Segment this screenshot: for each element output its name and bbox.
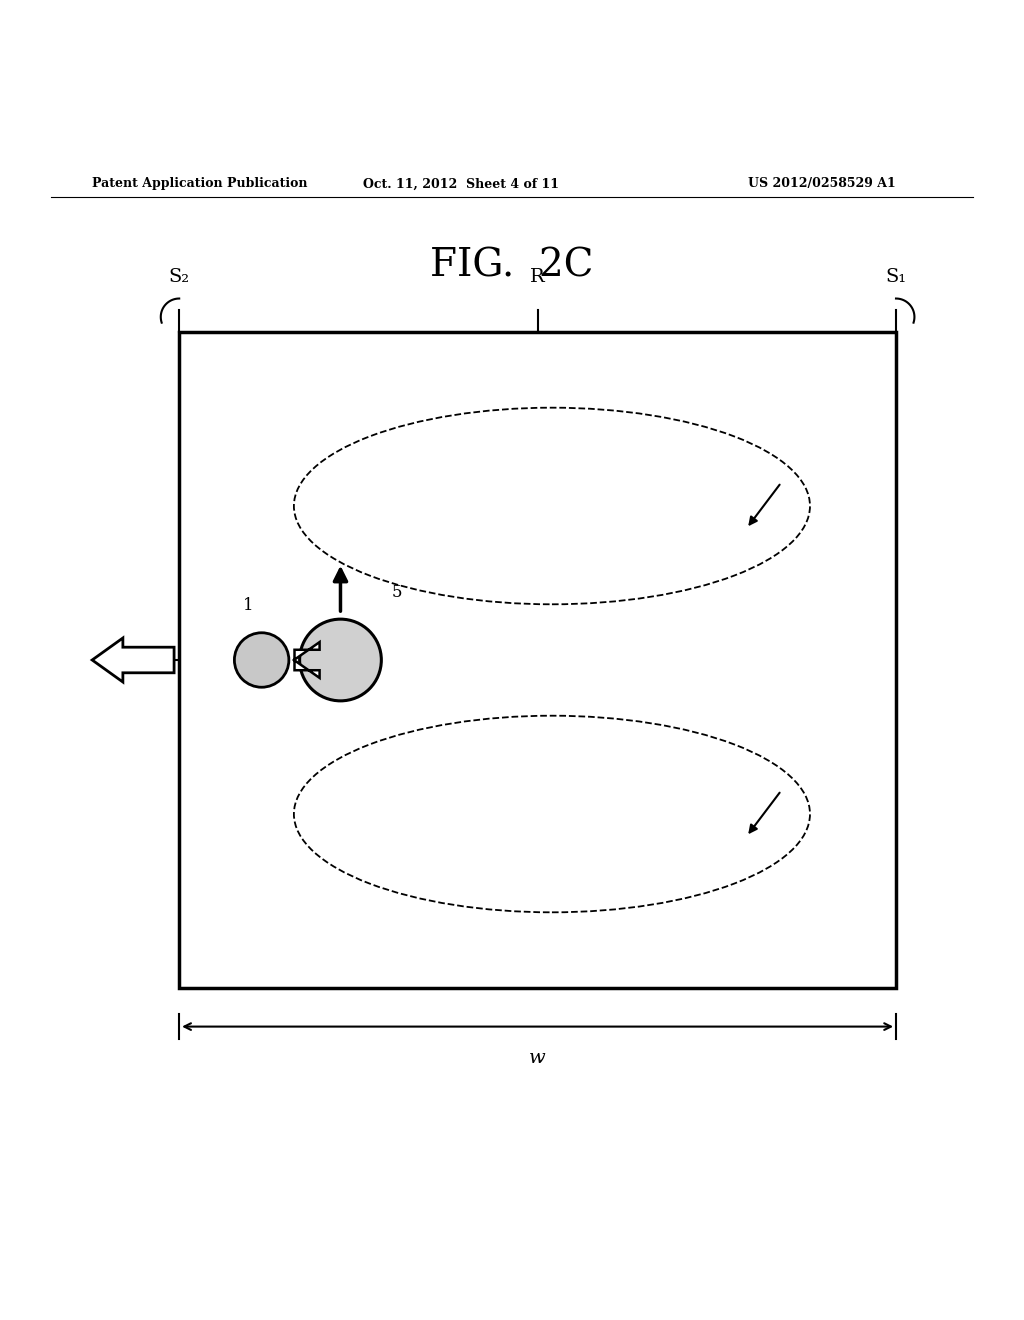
Text: S₂: S₂: [169, 268, 189, 286]
Text: US 2012/0258529 A1: US 2012/0258529 A1: [748, 177, 895, 190]
Text: 1: 1: [243, 598, 253, 614]
Text: w: w: [529, 1049, 546, 1067]
FancyArrow shape: [92, 638, 174, 682]
Text: R: R: [530, 268, 545, 286]
Text: S₁: S₁: [886, 268, 906, 286]
Text: 5: 5: [391, 583, 402, 601]
FancyArrow shape: [294, 642, 319, 678]
Text: h: h: [142, 651, 154, 669]
Circle shape: [234, 632, 289, 688]
Text: Patent Application Publication: Patent Application Publication: [92, 177, 307, 190]
Text: FIG.  2C: FIG. 2C: [430, 247, 594, 284]
Text: Oct. 11, 2012  Sheet 4 of 11: Oct. 11, 2012 Sheet 4 of 11: [362, 177, 559, 190]
Circle shape: [300, 619, 381, 701]
Bar: [179, 333, 896, 987]
